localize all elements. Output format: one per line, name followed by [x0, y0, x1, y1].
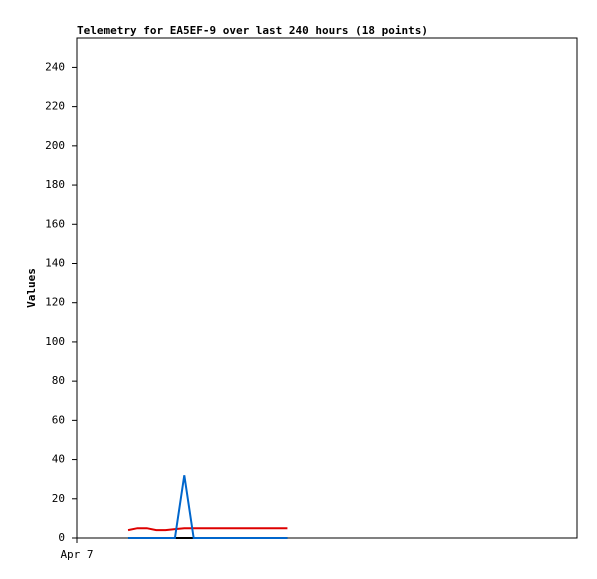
y-tick-label: 80	[52, 374, 65, 387]
y-tick-label: 160	[45, 217, 65, 230]
y-tick-label: 140	[45, 256, 65, 269]
y-tick-label: 120	[45, 296, 65, 309]
y-tick-label: 100	[45, 335, 65, 348]
y-tick-label: 60	[52, 413, 65, 426]
series-line	[128, 475, 288, 539]
y-axis-label: Values	[25, 268, 38, 308]
y-tick-label: 40	[52, 453, 65, 466]
y-tick-label: 220	[45, 100, 65, 113]
chart-title: Telemetry for EA5EF-9 over last 240 hour…	[77, 24, 428, 37]
y-tick-label: 240	[45, 60, 65, 73]
plot-frame	[76, 37, 578, 539]
y-tick-label: 0	[58, 531, 65, 544]
y-tick-label: 20	[52, 492, 65, 505]
y-tick-label: 200	[45, 139, 65, 152]
series-line	[127, 527, 288, 532]
x-tick-label: Apr 7	[60, 548, 93, 561]
y-tick-label: 180	[45, 178, 65, 191]
